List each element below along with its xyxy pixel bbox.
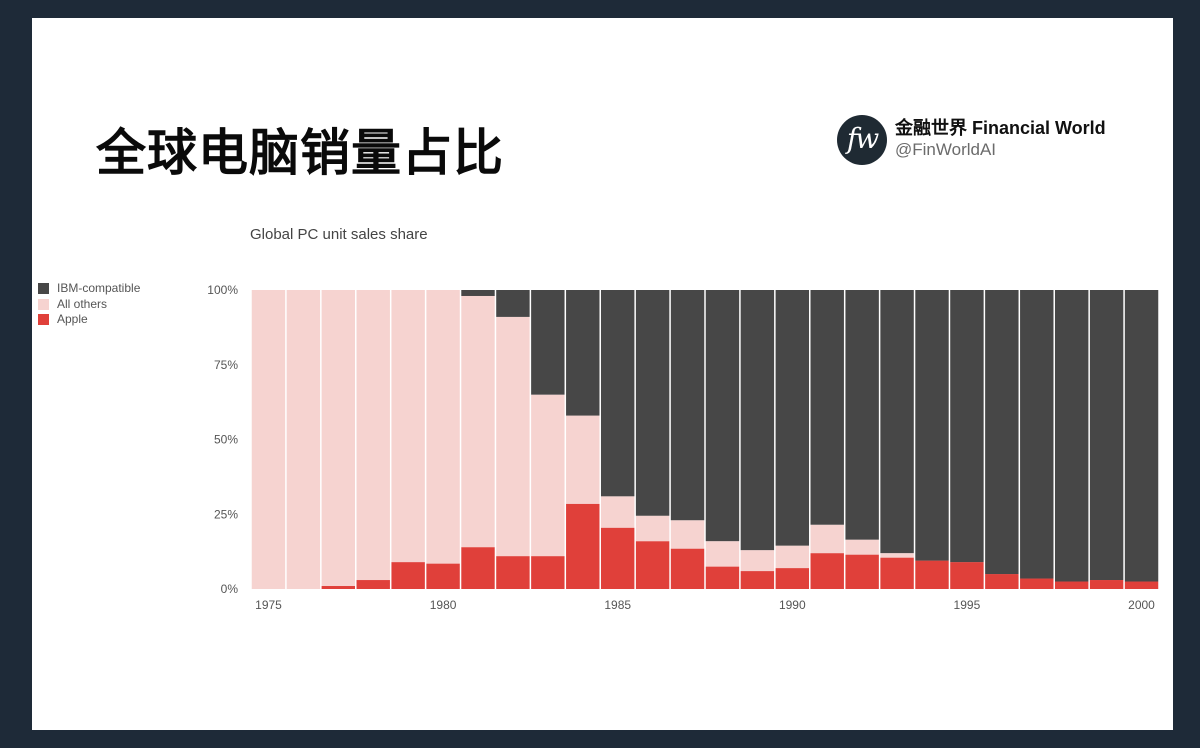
bar-segment-ibm-compatible-1983: [531, 290, 565, 395]
bar-segment-all-others-1992: [845, 539, 879, 555]
y-tick-label: 75%: [214, 358, 238, 372]
bar-segment-apple-1995: [950, 562, 984, 589]
bar-segment-apple-1985: [600, 527, 635, 589]
bar-segment-apple-1978: [356, 580, 390, 589]
bar-segment-ibm-compatible-1994: [915, 290, 949, 561]
bar-segment-all-others-1989: [740, 550, 775, 572]
bar-segment-apple-1983: [531, 556, 565, 589]
bar-segment-apple-1994: [915, 560, 949, 589]
brand-logo-text: fw: [846, 122, 879, 155]
page-title: 全球电脑销量占比: [96, 124, 504, 182]
bar-segment-all-others-1978: [356, 290, 390, 581]
bar-segment-all-others-1984: [566, 415, 600, 504]
legend-label: Apple: [57, 312, 88, 326]
bar-segment-apple-1979: [391, 562, 425, 589]
bar-segment-all-others-1988: [705, 541, 740, 567]
bar-segment-all-others-1985: [600, 496, 635, 528]
bar-segment-ibm-compatible-1998: [1054, 290, 1089, 582]
bar-segment-ibm-compatible-1990: [775, 290, 810, 546]
bar-segment-all-others-1982: [496, 316, 530, 557]
x-tick-label: 1985: [604, 598, 631, 612]
bar-segment-apple-1992: [845, 554, 879, 589]
bar-segment-apple-1997: [1020, 578, 1054, 589]
bar-segment-all-others-1986: [635, 515, 670, 542]
x-tick-label: 1975: [255, 598, 282, 612]
bar-segment-apple-1977: [321, 586, 356, 589]
bar-segment-ibm-compatible-2000: [1124, 290, 1159, 582]
bar-segment-ibm-compatible-1999: [1089, 290, 1124, 581]
bar-segment-ibm-compatible-1988: [705, 290, 740, 542]
y-tick-label: 50%: [214, 433, 238, 447]
bar-segment-apple-2000: [1124, 581, 1159, 589]
x-tick-label: 1980: [430, 598, 457, 612]
stacked-bar-chart: 0% 25% 50% 75% 100% 1975 1980 1985 1990 1995 2000: [207, 283, 1159, 612]
bar-segment-ibm-compatible-1992: [845, 290, 879, 540]
bar-segment-all-others-1990: [775, 545, 810, 569]
chart-title: Global PC unit sales share: [250, 226, 428, 243]
bar-segment-apple-1999: [1089, 580, 1124, 589]
x-tick-label: 1990: [779, 598, 806, 612]
chart-card: 全球电脑销量占比 fw 金融世界 Financial World @FinWor…: [32, 18, 1173, 730]
bar-segment-apple-1998: [1054, 581, 1089, 589]
y-tick-label: 100%: [207, 283, 238, 297]
bar-segment-ibm-compatible-1995: [950, 290, 984, 563]
bar-segment-all-others-1979: [391, 290, 425, 563]
bar-segment-all-others-1981: [461, 295, 495, 548]
bar-segment-ibm-compatible-1996: [985, 290, 1019, 575]
bar-segment-apple-1986: [635, 541, 670, 589]
bar-segment-apple-1984: [566, 503, 600, 589]
bar-segment-apple-1993: [880, 557, 914, 589]
y-tick-label: 0%: [221, 582, 239, 596]
brand-logo: fw: [837, 115, 887, 165]
bar-segment-all-others-1993: [880, 553, 914, 558]
bar-segment-ibm-compatible-1984: [566, 290, 600, 416]
legend-swatch: [38, 283, 49, 294]
bar-segment-apple-1981: [461, 547, 495, 589]
bar-segment-all-others-1991: [810, 524, 844, 554]
bar-segment-apple-1996: [985, 574, 1019, 589]
x-tick-label: 2000: [1128, 598, 1155, 612]
bar-segment-all-others-1987: [670, 520, 705, 549]
bar-segment-apple-1991: [810, 553, 844, 589]
brand-handle: @FinWorldAI: [895, 140, 997, 159]
bar-segment-ibm-compatible-1982: [496, 290, 530, 317]
bar-segment-apple-1989: [740, 571, 775, 589]
y-tick-label: 25%: [214, 507, 238, 521]
legend-swatch: [38, 298, 49, 310]
bar-segment-apple-1982: [496, 556, 530, 589]
bar-segment-all-others-1980: [426, 290, 460, 564]
bar-segment-apple-1988: [705, 566, 740, 589]
bar-segment-ibm-compatible-1997: [1020, 290, 1054, 579]
bar-segment-ibm-compatible-1991: [810, 290, 844, 525]
bar-segment-all-others-1983: [531, 394, 565, 557]
bar-segment-apple-1987: [670, 548, 705, 589]
bar-segment-ibm-compatible-1987: [670, 290, 705, 521]
bar-segment-ibm-compatible-1989: [740, 290, 775, 551]
bar-segment-ibm-compatible-1985: [600, 290, 635, 497]
bar-segment-apple-1990: [775, 568, 810, 589]
brand-name: 金融世界 Financial World: [895, 118, 1106, 138]
bar-segment-ibm-compatible-1986: [635, 290, 670, 516]
x-tick-label: 1995: [954, 598, 981, 612]
legend-label: IBM-compatible: [57, 281, 141, 295]
legend-swatch: [38, 314, 49, 325]
bar-segment-ibm-compatible-1981: [461, 290, 495, 296]
bar-segment-all-others-1976: [286, 290, 321, 589]
legend-label: All others: [57, 296, 108, 311]
bar-segment-apple-1980: [426, 563, 460, 589]
bar-segment-all-others-1977: [321, 290, 356, 587]
bar-segment-all-others-1975: [251, 290, 286, 589]
bar-segment-ibm-compatible-1993: [880, 290, 914, 554]
